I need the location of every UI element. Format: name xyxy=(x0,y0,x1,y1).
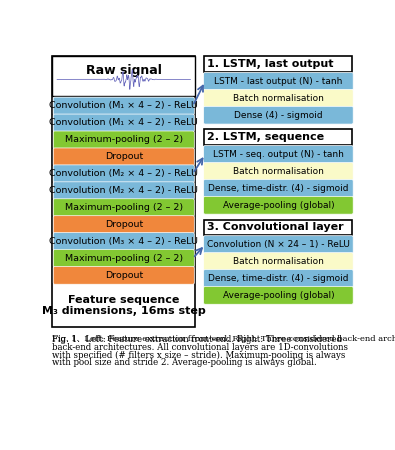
FancyBboxPatch shape xyxy=(203,287,353,304)
Text: Fig. 1.  Left: Feature extraction front-end. Right: Three considered back-end ar: Fig. 1. Left: Feature extraction front-e… xyxy=(53,335,395,343)
FancyBboxPatch shape xyxy=(204,56,352,72)
FancyBboxPatch shape xyxy=(203,162,353,180)
Text: Fig. 1.  Left: Feature extraction front-end. Right: Three considered: Fig. 1. Left: Feature extraction front-e… xyxy=(53,335,342,344)
FancyBboxPatch shape xyxy=(53,56,195,327)
Text: 2. LSTM, sequence: 2. LSTM, sequence xyxy=(207,132,325,142)
FancyBboxPatch shape xyxy=(204,130,352,145)
FancyBboxPatch shape xyxy=(203,197,353,214)
Text: LSTM - seq. output (N) - tanh: LSTM - seq. output (N) - tanh xyxy=(213,150,344,159)
FancyBboxPatch shape xyxy=(53,97,194,115)
Text: Convolution (M₁ × 4 – 2) - ReLU: Convolution (M₁ × 4 – 2) - ReLU xyxy=(49,102,198,111)
FancyBboxPatch shape xyxy=(203,180,353,197)
FancyBboxPatch shape xyxy=(53,199,194,216)
Text: Raw signal: Raw signal xyxy=(86,64,162,77)
Text: Dense, time-distr. (4) - sigmoid: Dense, time-distr. (4) - sigmoid xyxy=(208,274,349,283)
Text: Dense (4) - sigmoid: Dense (4) - sigmoid xyxy=(234,111,323,120)
FancyBboxPatch shape xyxy=(203,236,353,253)
FancyBboxPatch shape xyxy=(203,72,353,90)
FancyBboxPatch shape xyxy=(53,250,194,267)
Text: with specified (# filters x size – stride). Maximum-pooling is always: with specified (# filters x size – strid… xyxy=(53,351,346,360)
Text: back-end architectures. All convolutional layers are 1D-convolutions: back-end architectures. All convolutiona… xyxy=(53,343,348,352)
Text: Feature sequence
M₃ dimensions, 16ms step: Feature sequence M₃ dimensions, 16ms ste… xyxy=(42,295,206,316)
Text: Batch normalisation: Batch normalisation xyxy=(233,167,324,176)
Text: Average-pooling (global): Average-pooling (global) xyxy=(222,291,334,300)
Text: Convolution (M₃ × 4 – 2) - ReLU: Convolution (M₃ × 4 – 2) - ReLU xyxy=(49,237,198,246)
FancyBboxPatch shape xyxy=(203,252,353,270)
Text: Batch normalisation: Batch normalisation xyxy=(233,257,324,266)
Text: 1. LSTM, last output: 1. LSTM, last output xyxy=(207,59,334,69)
Text: Maximum-pooling (2 – 2): Maximum-pooling (2 – 2) xyxy=(65,135,183,144)
Text: Convolution (M₂ × 4 – 2) - ReLU: Convolution (M₂ × 4 – 2) - ReLU xyxy=(49,186,198,195)
Text: Maximum-pooling (2 – 2): Maximum-pooling (2 – 2) xyxy=(65,254,183,263)
FancyBboxPatch shape xyxy=(203,106,353,124)
FancyBboxPatch shape xyxy=(53,165,194,183)
FancyBboxPatch shape xyxy=(203,90,353,107)
Text: Average-pooling (global): Average-pooling (global) xyxy=(222,201,334,210)
Text: with pool size and stride 2. Average-pooling is always global.: with pool size and stride 2. Average-poo… xyxy=(53,358,317,367)
Text: Convolution (N × 24 – 1) - ReLU: Convolution (N × 24 – 1) - ReLU xyxy=(207,240,350,249)
Text: Convolution (M₁ × 4 – 2) - ReLU: Convolution (M₁ × 4 – 2) - ReLU xyxy=(49,118,198,127)
FancyBboxPatch shape xyxy=(53,266,194,284)
FancyBboxPatch shape xyxy=(53,233,194,250)
Text: Dropout: Dropout xyxy=(105,152,143,161)
Text: Dense, time-distr. (4) - sigmoid: Dense, time-distr. (4) - sigmoid xyxy=(208,184,349,193)
FancyBboxPatch shape xyxy=(53,56,195,96)
FancyBboxPatch shape xyxy=(203,146,353,163)
FancyBboxPatch shape xyxy=(53,182,194,199)
Text: Convolution (M₂ × 4 – 2) - ReLU: Convolution (M₂ × 4 – 2) - ReLU xyxy=(49,169,198,178)
Text: LSTM - last output (N) - tanh: LSTM - last output (N) - tanh xyxy=(214,77,342,86)
FancyBboxPatch shape xyxy=(53,114,194,132)
FancyBboxPatch shape xyxy=(53,131,194,148)
FancyBboxPatch shape xyxy=(53,148,194,166)
Text: Batch normalisation: Batch normalisation xyxy=(233,94,324,103)
Text: Dropout: Dropout xyxy=(105,220,143,229)
Text: 3. Convolutional layer: 3. Convolutional layer xyxy=(207,222,344,232)
Text: Maximum-pooling (2 – 2): Maximum-pooling (2 – 2) xyxy=(65,203,183,212)
FancyBboxPatch shape xyxy=(204,220,352,235)
FancyBboxPatch shape xyxy=(203,270,353,287)
FancyBboxPatch shape xyxy=(53,216,194,234)
Text: Dropout: Dropout xyxy=(105,271,143,280)
